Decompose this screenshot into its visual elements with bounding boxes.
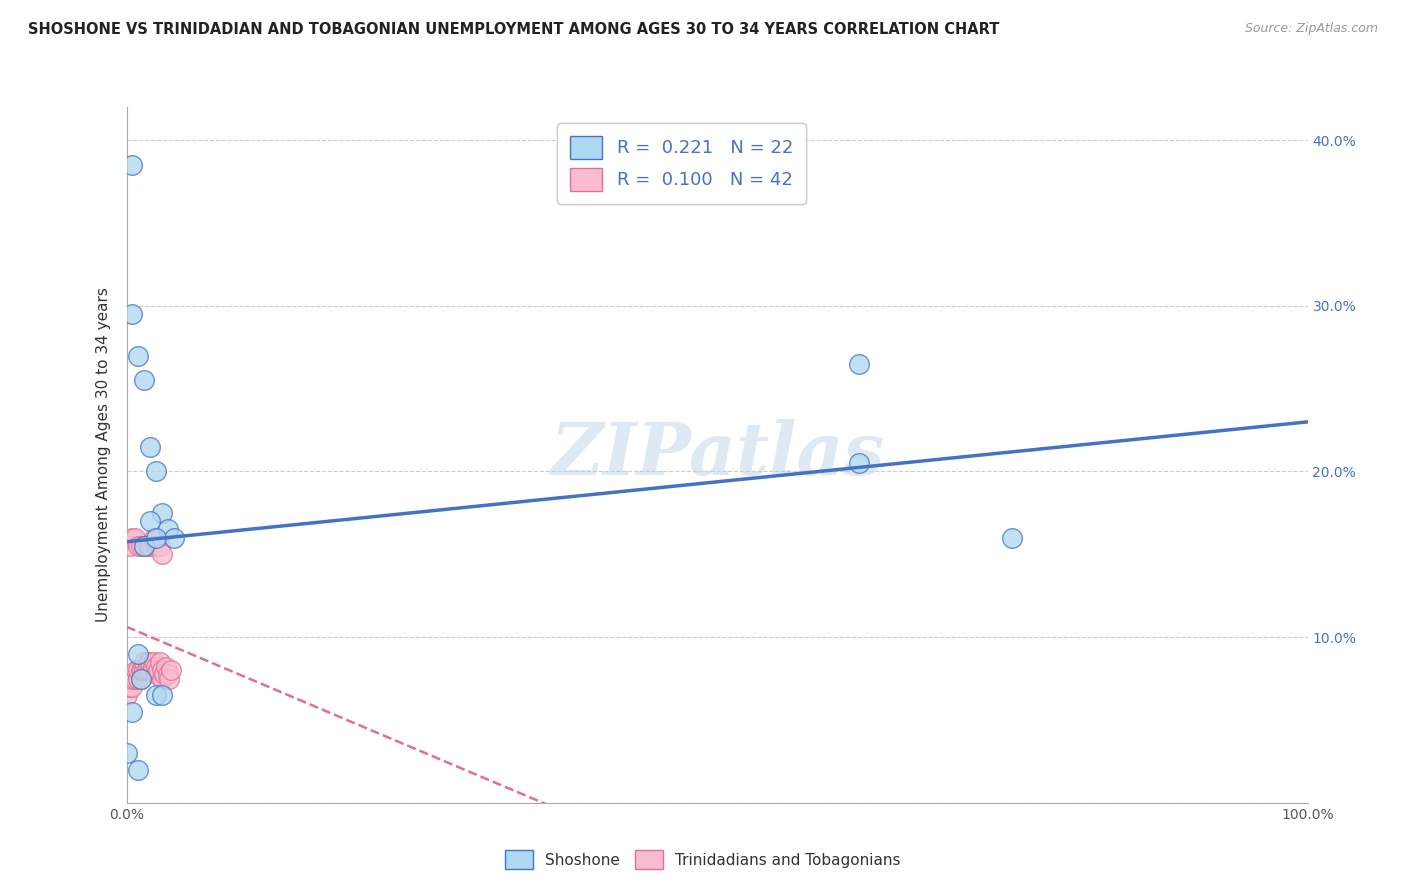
Point (156, 523, 179, 537)
Point (150, 663, 173, 677)
Point (145, 688, 167, 702)
Point (125, 663, 148, 677)
Point (157, 672, 180, 686)
Point (127, 763, 149, 777)
Text: ZIPatlas: ZIPatlas (550, 419, 884, 491)
Point (127, 539, 149, 553)
Point (135, 663, 157, 677)
Point (131, 663, 153, 677)
Point (145, 539, 167, 553)
Legend: R =  0.221   N = 22, R =  0.100   N = 42: R = 0.221 N = 22, R = 0.100 N = 42 (557, 123, 806, 203)
Point (124, 672, 146, 686)
Point (134, 663, 156, 677)
Point (120, 539, 142, 553)
Point (121, 672, 143, 686)
Point (129, 539, 152, 553)
Point (134, 655, 156, 669)
Point (115, 688, 138, 702)
Point (848, 456, 870, 470)
Point (149, 539, 172, 553)
Point (127, 647, 149, 661)
Point (121, 680, 143, 694)
Point (1001, 531, 1024, 545)
Point (145, 666, 167, 681)
Point (148, 663, 170, 677)
Point (848, 357, 870, 371)
Point (160, 663, 183, 677)
Point (139, 514, 162, 528)
Point (150, 506, 173, 520)
Point (115, 746, 138, 760)
Point (136, 539, 159, 553)
Point (139, 663, 162, 677)
Legend: Shoshone, Trinidadians and Tobagonians: Shoshone, Trinidadians and Tobagonians (499, 844, 907, 875)
Point (149, 655, 172, 669)
Point (134, 539, 156, 553)
Point (136, 655, 159, 669)
Point (150, 547, 173, 561)
Point (129, 672, 152, 686)
Point (121, 531, 143, 545)
Point (134, 539, 156, 553)
Point (121, 158, 143, 172)
Point (139, 539, 162, 553)
Point (150, 672, 173, 686)
Point (163, 531, 186, 545)
Point (129, 663, 152, 677)
Point (127, 672, 149, 686)
Point (121, 705, 143, 719)
Point (145, 660, 167, 674)
Point (127, 663, 149, 677)
Point (129, 672, 152, 686)
Text: SHOSHONE VS TRINIDADIAN AND TOBAGONIAN UNEMPLOYMENT AMONG AGES 30 TO 34 YEARS CO: SHOSHONE VS TRINIDADIAN AND TOBAGONIAN U… (28, 22, 1000, 37)
Point (120, 680, 142, 694)
Point (127, 349, 149, 363)
Point (153, 666, 176, 681)
Point (142, 655, 165, 669)
Y-axis label: Unemployment Among Ages 30 to 34 years: Unemployment Among Ages 30 to 34 years (96, 287, 111, 623)
Point (145, 465, 167, 479)
Point (121, 307, 143, 321)
Point (139, 440, 162, 454)
Point (134, 373, 156, 387)
Point (155, 660, 177, 674)
Point (142, 531, 165, 545)
Point (150, 688, 173, 702)
Point (141, 660, 163, 674)
Point (156, 666, 179, 681)
Point (124, 531, 146, 545)
Point (139, 655, 162, 669)
Point (145, 531, 167, 545)
Text: Source: ZipAtlas.com: Source: ZipAtlas.com (1244, 22, 1378, 36)
